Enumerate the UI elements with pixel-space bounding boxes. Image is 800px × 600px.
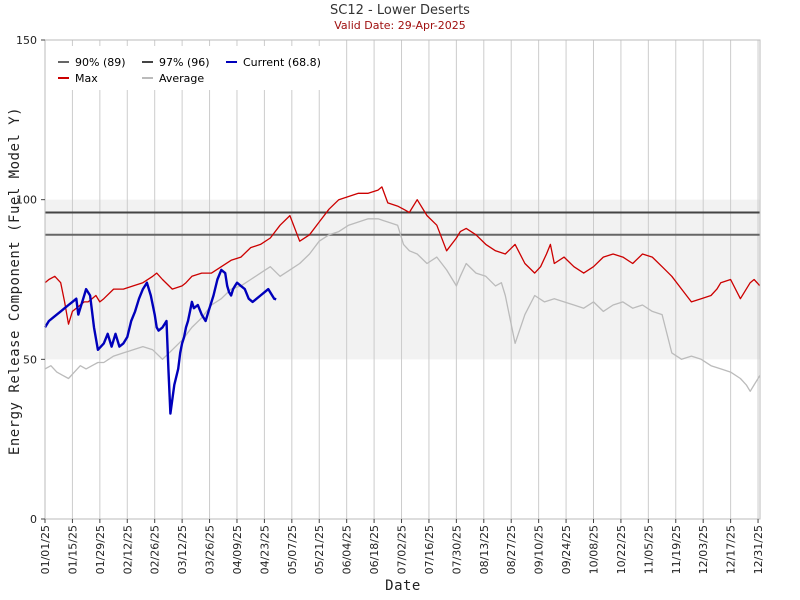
y-axis-label: Energy Release Component (Fuel Model Y) xyxy=(7,107,23,455)
y-tick-label: 150 xyxy=(16,34,37,47)
y-tick-label: 0 xyxy=(30,513,37,526)
x-tick-label: 11/05/25 xyxy=(642,525,655,574)
x-tick-label: 04/09/25 xyxy=(231,525,244,574)
x-tick-label: 07/30/25 xyxy=(450,525,463,574)
y-tick-label: 50 xyxy=(23,353,37,366)
x-tick-label: 11/19/25 xyxy=(670,525,683,574)
x-tick-label: 05/07/25 xyxy=(286,525,299,574)
x-tick-label: 08/27/25 xyxy=(505,525,518,574)
x-tick-label: 12/31/25 xyxy=(752,525,765,574)
legend-label: Average xyxy=(159,72,204,85)
x-tick-label: 09/24/25 xyxy=(560,525,573,574)
chart-subtitle: Valid Date: 29-Apr-2025 xyxy=(334,19,466,32)
x-tick-label: 06/04/25 xyxy=(341,525,354,574)
x-tick-label: 05/21/25 xyxy=(313,525,326,574)
x-tick-label: 10/22/25 xyxy=(615,525,628,574)
axes: 01/01/25 01/15/25 01/29/25 02/12/25 02/26/25… xyxy=(16,34,765,574)
x-tick-label: 02/12/25 xyxy=(121,525,134,574)
x-tick-label: 07/16/25 xyxy=(423,525,436,574)
x-tick-label: 12/17/25 xyxy=(725,525,738,574)
x-tick-label: 01/01/25 xyxy=(39,525,52,574)
x-tick-label: 01/15/25 xyxy=(66,525,79,574)
x-tick-label: 10/08/25 xyxy=(587,525,600,574)
y-tick-label: 100 xyxy=(16,194,37,207)
x-axis-label: Date xyxy=(385,578,421,594)
x-tick-label: 08/13/25 xyxy=(478,525,491,574)
series-layer xyxy=(43,186,761,415)
x-tick-label: 07/02/25 xyxy=(396,525,409,574)
x-tick-label: 06/18/25 xyxy=(368,525,381,574)
chart-title: SC12 - Lower Deserts xyxy=(330,3,470,18)
legend-label: 90% (89) xyxy=(75,56,126,69)
legend-label: Max xyxy=(75,72,98,85)
legend-label: 97% (96) xyxy=(159,56,210,69)
plot-frame xyxy=(44,39,761,520)
x-tick-label: 04/23/25 xyxy=(258,525,271,574)
x-tick-label: 01/29/25 xyxy=(94,525,107,574)
series-line-average xyxy=(44,218,761,392)
x-tick-label: 03/12/25 xyxy=(176,525,189,574)
shaded-band-layer xyxy=(45,199,760,360)
series-line-max xyxy=(44,186,761,325)
x-tick-label: 03/26/25 xyxy=(204,525,217,574)
legend-label: Current (68.8) xyxy=(243,56,321,69)
x-tick-label: 09/10/25 xyxy=(533,525,546,574)
x-tick-label: 12/03/25 xyxy=(697,525,710,574)
legend: 90% (89) 97% (96) Current (68.8) Max Average xyxy=(49,46,321,90)
series-line-current xyxy=(43,268,277,415)
x-tick-label: 02/26/25 xyxy=(149,525,162,574)
reference-lines xyxy=(45,211,760,236)
shaded-band xyxy=(45,199,760,360)
legend-box xyxy=(49,46,321,90)
